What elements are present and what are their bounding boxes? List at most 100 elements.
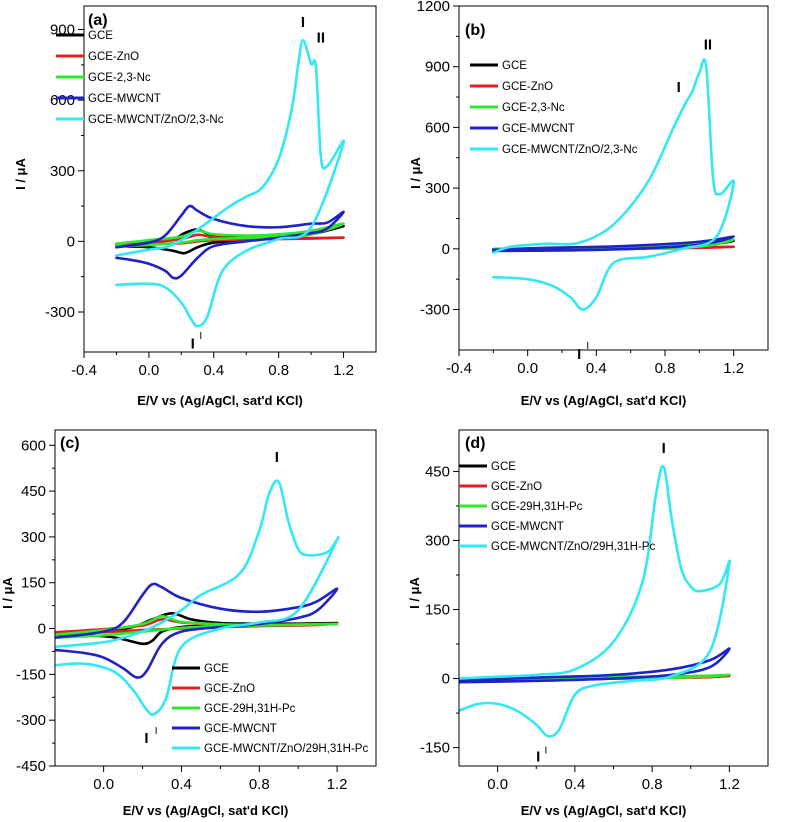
- peak-annotation: I: [677, 79, 681, 96]
- x-axis-title: E/V vs (Ag/AgCl, sat'd KCl): [137, 393, 303, 408]
- y-axis-title: I / μA: [0, 576, 15, 608]
- y-tick-label: -300: [45, 304, 75, 321]
- y-tick-label: 450: [21, 483, 46, 500]
- series-line-3: [115, 204, 345, 280]
- y-tick-label: 150: [21, 575, 46, 592]
- legend-label: GCE-MWCNT: [502, 123, 575, 135]
- peak-annotation: I: [155, 726, 158, 737]
- legend-label: GCE-MWCNT: [204, 723, 277, 735]
- series-group: [55, 479, 340, 716]
- y-tick-label: -450: [16, 758, 46, 775]
- series-line-3: [459, 647, 731, 684]
- x-tick-label: 0.0: [487, 776, 508, 793]
- x-tick-label: -0.4: [446, 360, 472, 377]
- legend: GCE GCE-ZnO GCE-2,3-Nc GCE-MWCNT GCE-MWCNT/Z…: [56, 30, 224, 126]
- panel-c: 0.0 0.4 0.8 1.2 -450 -300 -150 0 150 300 450 600 E/V…: [0, 429, 377, 818]
- y-tick-label: -150: [16, 666, 46, 683]
- legend: GCE GCE-ZnO GCE-2,3-Nc GCE-MWCNT GCE-MWCNT/Z…: [470, 60, 638, 156]
- x-tick-label: 0.4: [203, 362, 224, 379]
- y-tick-label: 600: [425, 119, 450, 136]
- peak-annotation: I: [191, 335, 195, 352]
- x-tick-label: 0.0: [517, 360, 538, 377]
- legend-label: GCE: [502, 60, 527, 72]
- series-line-3: [55, 582, 339, 679]
- panel-label: (b): [465, 22, 485, 39]
- legend-label: GCE: [88, 30, 113, 42]
- x-axis-title: E/V vs (Ag/AgCl, sat'd KCl): [521, 803, 687, 818]
- peak-annotation: II: [317, 29, 325, 46]
- y-tick-label: 300: [50, 163, 75, 180]
- x-tick-label: 0.0: [93, 776, 114, 793]
- y-tick-label: -150: [420, 740, 450, 757]
- series-group: [492, 58, 735, 311]
- x-tick-label: -0.4: [71, 362, 97, 379]
- series-line-3: [492, 235, 735, 253]
- legend: GCE GCE-ZnO GCE-29H,31H-Pc GCE-MWCNT GCE-MWC…: [459, 461, 655, 553]
- series-line-2: [55, 615, 339, 640]
- peak-annotation: I: [536, 748, 540, 765]
- legend-label: GCE-29H,31H-Pc: [204, 703, 296, 715]
- legend-label: GCE-MWCNT/ZnO/29H,31H-Pc: [491, 541, 655, 553]
- plot-frame: [83, 5, 377, 353]
- peak-annotation: II: [704, 37, 712, 54]
- legend: GCE GCE-ZnO GCE-29H,31H-Pc GCE-MWCNT GCE-MWC…: [172, 663, 368, 755]
- panel-label: (d): [465, 435, 485, 452]
- panel-d: 0.0 0.4 0.8 1.2 -150 0 150 300 450 E/V vs (Ag/AgC…: [407, 429, 769, 818]
- x-tick-label: 0.4: [171, 776, 192, 793]
- x-tick-label: 0.8: [268, 362, 289, 379]
- y-tick-label: 900: [425, 59, 450, 76]
- legend-label: GCE: [491, 461, 516, 473]
- series-line-4: [459, 464, 731, 738]
- legend-label: GCE-MWCNT/ZnO/29H,31H-Pc: [204, 743, 368, 755]
- y-tick-label: 1200: [417, 0, 450, 15]
- series-line-4: [55, 479, 340, 716]
- y-tick-label: 600: [21, 437, 46, 454]
- series-line-0: [115, 224, 345, 255]
- x-tick-label: 0.8: [249, 776, 270, 793]
- peak-annotation: I: [144, 730, 148, 747]
- y-tick-label: 600: [50, 92, 75, 109]
- legend-label: GCE-ZnO: [491, 481, 542, 493]
- y-tick-label: 0: [38, 621, 46, 638]
- y-tick-label: 0: [67, 233, 75, 250]
- y-tick-label: 450: [425, 463, 450, 480]
- x-tick-label: 1.2: [723, 360, 744, 377]
- series-group: [115, 38, 346, 328]
- legend-label: GCE-MWCNT/ZnO/2,3-Nc: [88, 114, 224, 126]
- legend-label: GCE-ZnO: [502, 81, 553, 93]
- panel-label: (c): [60, 435, 80, 452]
- legend-label: GCE: [204, 663, 229, 675]
- plot-frame: [54, 429, 377, 767]
- legend-label: GCE-ZnO: [204, 683, 255, 695]
- peak-annotation: I: [199, 331, 202, 342]
- peak-annotation: I: [545, 746, 548, 757]
- y-tick-label: 300: [21, 529, 46, 546]
- y-tick-label: 0: [442, 241, 450, 258]
- peak-annotation: I: [301, 14, 305, 31]
- legend-label: GCE-MWCNT: [491, 521, 564, 533]
- peak-annotation: I: [275, 449, 279, 466]
- y-axis-title: I / μA: [407, 576, 422, 608]
- x-tick-label: 0.4: [586, 360, 607, 377]
- series-group: [459, 464, 731, 738]
- x-tick-label: 1.2: [333, 362, 354, 379]
- peak-annotation: I: [577, 346, 581, 363]
- legend-label: GCE-2,3-Nc: [88, 72, 151, 84]
- panel-b: -0.4 0.0 0.4 0.8 1.2 -300 0 300 600 900 1200 E/V vs…: [408, 0, 769, 408]
- x-axis-title: E/V vs (Ag/AgCl, sat'd KCl): [521, 393, 687, 408]
- y-tick-label: -300: [16, 712, 46, 729]
- series-line-4: [492, 58, 735, 311]
- y-axis-title: I / μA: [13, 157, 28, 189]
- x-tick-label: 0.8: [655, 360, 676, 377]
- x-tick-label: 0.8: [642, 776, 663, 793]
- plot-frame: [458, 5, 769, 351]
- legend-label: GCE-ZnO: [88, 51, 139, 63]
- y-tick-label: 300: [425, 180, 450, 197]
- y-tick-label: 300: [425, 532, 450, 549]
- y-tick-label: 150: [425, 602, 450, 619]
- x-tick-label: 1.2: [719, 776, 740, 793]
- legend-label: GCE-2,3-Nc: [502, 102, 565, 114]
- series-line-4: [115, 38, 346, 328]
